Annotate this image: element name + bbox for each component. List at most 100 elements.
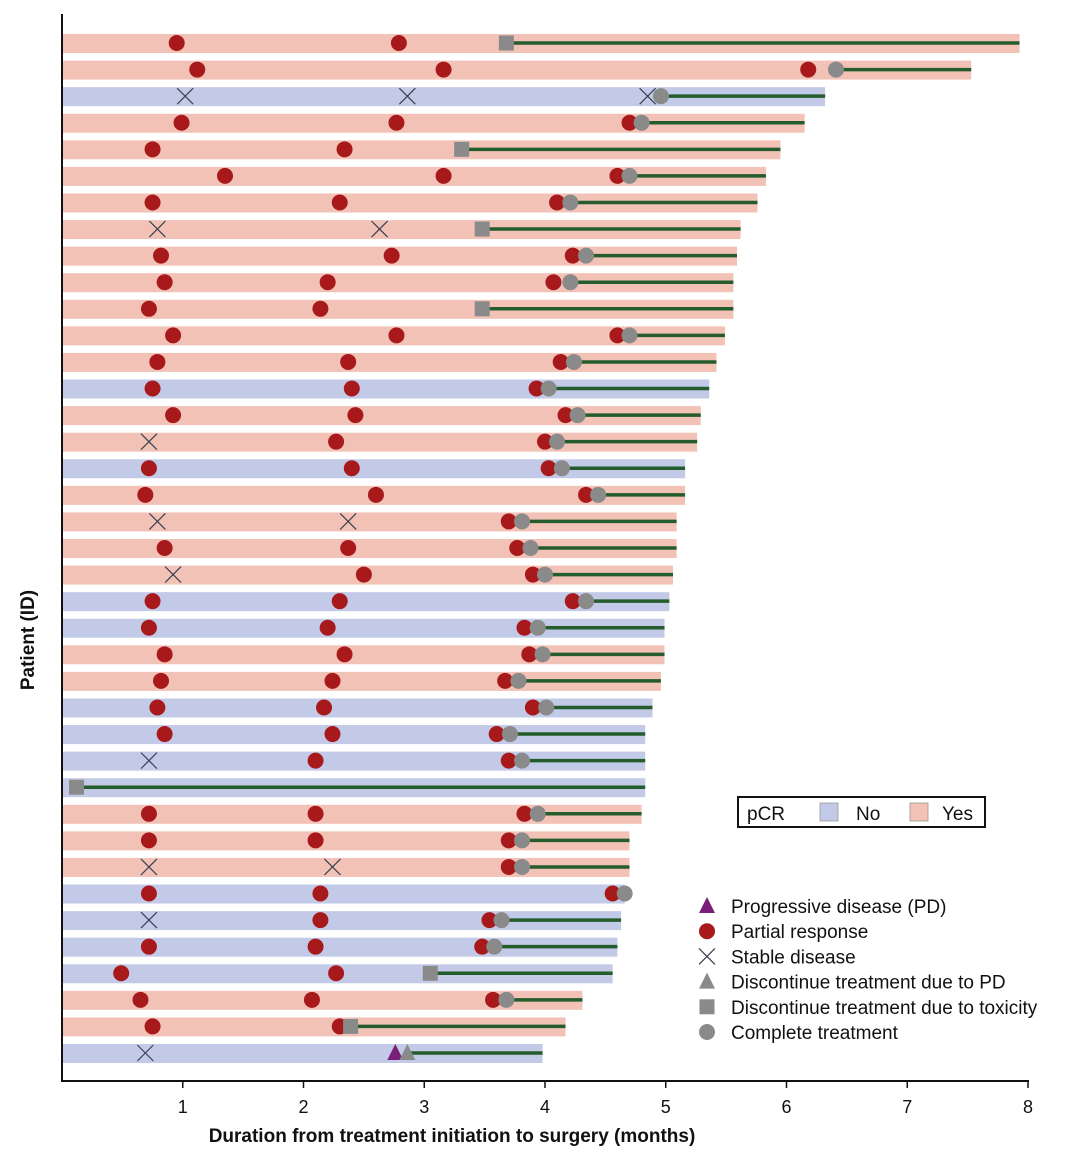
patient-bar	[62, 990, 583, 1010]
patient-bar	[62, 645, 665, 665]
partial-response-marker	[165, 327, 182, 344]
partial-response-marker	[217, 167, 234, 184]
discontinue-pd-marker	[399, 1044, 416, 1060]
stable-disease-cross-stroke	[339, 512, 357, 530]
legend-complete-treatment-marker	[699, 1024, 715, 1040]
stable-disease-marker	[140, 433, 158, 451]
pcr-legend-frame	[737, 796, 986, 828]
partial-response-marker	[144, 141, 161, 158]
partial-response-marker	[156, 726, 173, 743]
complete-treatment-marker	[510, 672, 527, 689]
partial-response-marker	[509, 540, 526, 556]
partial-response-marker	[383, 247, 400, 264]
partial-response-marker	[355, 566, 372, 583]
x-tick-label: 2	[298, 1097, 308, 1117]
stable-disease-marker	[398, 87, 416, 105]
stable-disease-marker	[148, 512, 166, 530]
pcr-legend-yes-label: Yes	[942, 804, 973, 825]
partial-response-marker	[340, 353, 357, 370]
legend-progressive-disease-marker	[699, 897, 715, 913]
complete-treatment-marker	[537, 566, 553, 583]
pcr-legend-no-label: No	[856, 804, 880, 825]
pcr-legend-yes-swatch	[909, 802, 929, 822]
stable-disease-marker	[164, 566, 182, 584]
stable-disease-marker	[371, 220, 388, 238]
partial-response-marker	[524, 566, 541, 583]
stable-disease-cross-stroke	[371, 220, 388, 238]
partial-response-marker	[140, 805, 157, 822]
partial-response-marker	[367, 486, 384, 503]
stable-disease-marker	[639, 87, 657, 105]
discontinue-toxicity-marker	[422, 965, 438, 981]
partial-response-marker	[316, 699, 333, 716]
partial-response-marker	[604, 885, 621, 902]
complete-treatment-marker	[616, 885, 633, 902]
complete-treatment-marker	[540, 380, 557, 397]
discontinue-toxicity-marker	[68, 779, 84, 795]
complete-treatment-marker	[578, 247, 595, 264]
stable-disease-cross-stroke	[140, 858, 158, 876]
discontinue-toxicity-marker	[474, 221, 490, 237]
patient-bar	[62, 352, 717, 372]
patient-bar	[62, 220, 741, 240]
partial-response-marker	[328, 965, 345, 982]
partial-response-marker	[621, 114, 638, 131]
partial-response-marker	[474, 938, 491, 955]
partial-response-marker	[312, 300, 329, 317]
partial-response-marker	[800, 61, 817, 78]
partial-response-marker	[144, 194, 161, 211]
partial-response-marker	[497, 672, 514, 689]
partial-response-marker	[312, 885, 329, 902]
partial-response-marker	[516, 805, 533, 822]
stable-disease-marker	[136, 1044, 154, 1062]
complete-treatment-marker	[514, 832, 531, 849]
partial-response-marker	[331, 194, 348, 211]
patient-bar	[62, 618, 665, 638]
x-axis-title: Duration from treatment initiation to su…	[209, 1126, 696, 1147]
partial-response-marker	[336, 646, 353, 663]
partial-response-marker	[552, 353, 569, 370]
complete-treatment-marker	[549, 433, 566, 450]
partial-response-marker	[328, 433, 345, 450]
complete-treatment-marker	[578, 593, 595, 610]
stable-disease-cross-stroke	[639, 87, 657, 105]
partial-response-marker	[500, 832, 517, 849]
partial-response-marker	[331, 593, 348, 610]
x-tick-label: 7	[902, 1097, 912, 1117]
pcr-legend: pCR No Yes	[737, 796, 986, 828]
partial-response-marker	[609, 327, 626, 344]
partial-response-marker	[388, 114, 405, 131]
partial-response-marker	[324, 672, 341, 689]
stable-disease-marker	[140, 752, 158, 770]
x-tick-label: 8	[1023, 1097, 1033, 1117]
partial-response-marker	[312, 912, 329, 929]
partial-response-marker	[500, 858, 517, 875]
partial-response-marker	[307, 832, 324, 849]
discontinue-toxicity-marker	[454, 141, 470, 157]
partial-response-marker	[113, 965, 130, 982]
partial-response-marker	[156, 540, 173, 556]
stable-disease-cross-stroke	[164, 566, 182, 584]
legend-label: Discontinue treatment due to toxicity	[731, 998, 1038, 1019]
partial-response-marker	[500, 513, 517, 530]
complete-treatment-marker	[565, 353, 582, 370]
partial-response-marker	[132, 991, 149, 1008]
stable-disease-cross-stroke	[136, 1044, 154, 1062]
discontinue-toxicity-marker	[498, 35, 514, 51]
partial-response-marker	[557, 407, 574, 424]
partial-response-marker	[144, 593, 161, 610]
patient-bar	[62, 459, 686, 479]
legend-discontinue-toxicity-marker	[699, 999, 715, 1015]
x-ticks: 1 2 3 4 5 6 7 8	[178, 1081, 1033, 1117]
partial-response-marker	[140, 885, 157, 902]
patient-bar	[62, 406, 701, 426]
event-markers	[68, 35, 1020, 1062]
partial-response-marker	[307, 938, 324, 955]
legend-label: Discontinue treatment due to PD	[731, 973, 1006, 994]
patient-bar	[62, 1044, 543, 1063]
patient-bar	[62, 804, 642, 824]
patient-bars	[62, 34, 1020, 1063]
stable-disease-marker	[339, 512, 357, 530]
partial-response-marker	[388, 327, 405, 344]
x-tick-label: 3	[419, 1097, 429, 1117]
